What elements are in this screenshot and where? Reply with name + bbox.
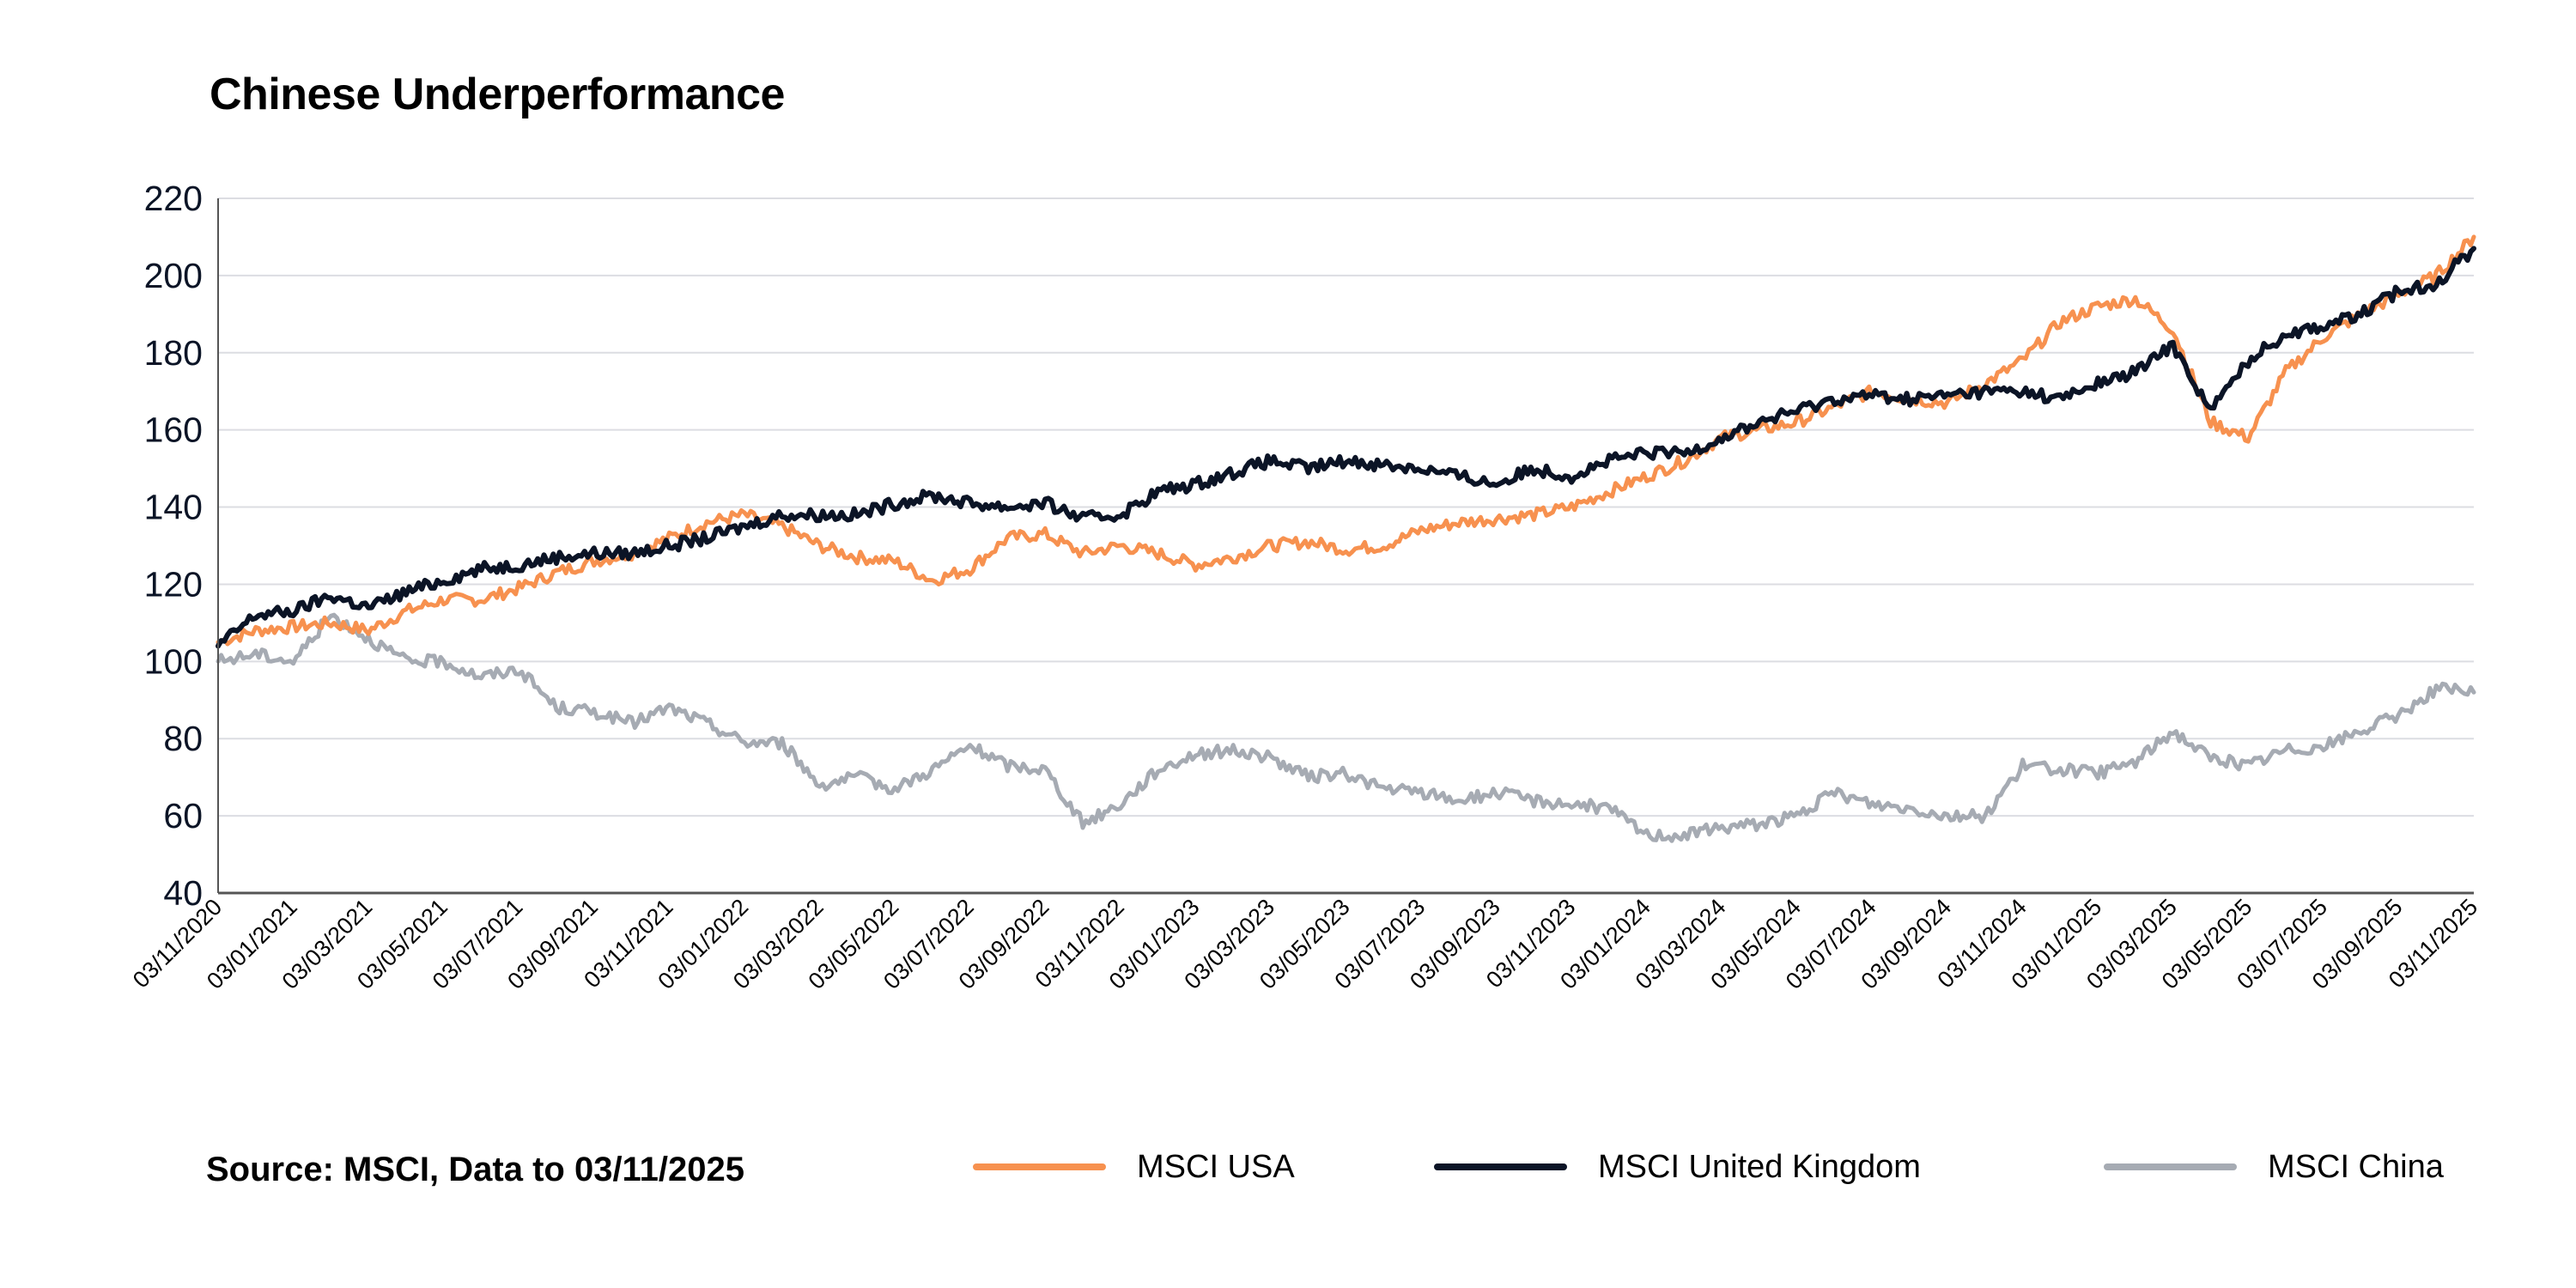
legend-swatch-uk — [1434, 1163, 1567, 1170]
series-line-msci-usa — [216, 234, 2476, 647]
legend-item-uk: MSCI United Kingdom — [1434, 1147, 1921, 1187]
y-tick-label: 80 — [163, 719, 203, 758]
y-tick-label: 180 — [144, 333, 203, 373]
y-tick-label: 160 — [144, 410, 203, 450]
x-axis-ticks: 03/11/202003/01/202103/03/202103/05/2021… — [128, 894, 2482, 994]
gridlines — [218, 197, 2474, 817]
legend-item-china: MSCI China — [2104, 1147, 2444, 1187]
series-line-msci-united-kingdom — [216, 246, 2476, 649]
y-axis-ticks: 40 60 80 100 120 140 160 180 200 220 — [144, 179, 203, 913]
y-tick-label: 220 — [144, 179, 203, 218]
chart-title: Chinese Underperformance — [210, 70, 785, 119]
legend-swatch-usa — [973, 1163, 1106, 1170]
y-tick-label: 200 — [144, 256, 203, 295]
series-lines — [216, 234, 2476, 843]
y-tick-label: 60 — [163, 796, 203, 835]
legend-label-china: MSCI China — [2268, 1148, 2444, 1185]
y-tick-label: 100 — [144, 641, 203, 681]
y-tick-label: 120 — [144, 564, 203, 604]
legend-label-uk: MSCI United Kingdom — [1598, 1148, 1921, 1185]
source-note: Source: MSCI, Data to 03/11/2025 — [206, 1151, 744, 1188]
series-line-msci-china — [216, 612, 2476, 843]
legend-swatch-china — [2104, 1163, 2237, 1170]
legend-item-usa: MSCI USA — [973, 1147, 1295, 1187]
y-tick-label: 140 — [144, 488, 203, 527]
legend-label-usa: MSCI USA — [1137, 1148, 1295, 1185]
y-tick-label: 40 — [163, 873, 203, 913]
